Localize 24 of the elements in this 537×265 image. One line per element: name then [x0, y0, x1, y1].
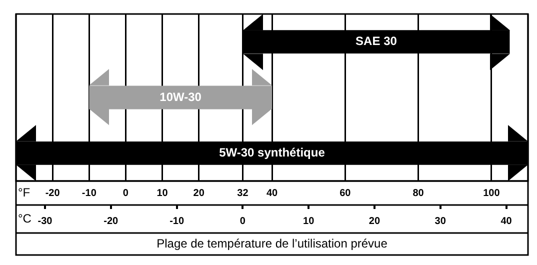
- x-tick-label: 0: [122, 188, 129, 199]
- x-tick-label: 100: [483, 188, 500, 199]
- x2-axis-title: °C: [18, 211, 32, 226]
- x-tick-label: 32: [237, 188, 249, 199]
- x2-tick-label: 10: [303, 216, 315, 227]
- y-tick-label: 5W-30 synthétique: [219, 145, 326, 160]
- y-tick-label: 10W-30: [160, 90, 202, 104]
- x2-tick-label: -30: [38, 216, 53, 227]
- x-tick-label: -20: [45, 188, 60, 199]
- x-tick-label: 40: [266, 188, 278, 199]
- x-tick-label: 10: [156, 188, 168, 199]
- x2-tick-label: 0: [240, 216, 246, 227]
- x-axis-title: °F: [18, 185, 30, 200]
- x-tick-label: -10: [82, 188, 97, 199]
- x2-tick-label: -10: [170, 216, 184, 227]
- x2-tick-label: -20: [104, 216, 119, 227]
- text: Plage de température de l’utilisation prévue: [156, 236, 388, 250]
- x2-tick-label: 30: [434, 216, 446, 227]
- x2-tick-label: 20: [368, 216, 380, 227]
- y-tick-label: SAE 30: [356, 34, 398, 48]
- x-tick-label: 20: [193, 188, 205, 199]
- x-tick-label: 80: [412, 188, 424, 199]
- x-tick-label: 60: [340, 188, 352, 199]
- x2-tick-label: 40: [500, 216, 512, 227]
